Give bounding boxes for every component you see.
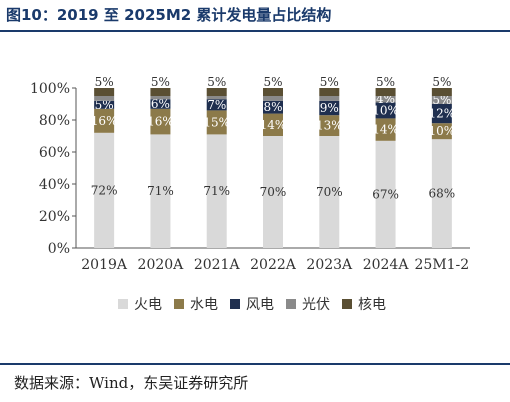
data-label: 5% bbox=[95, 98, 114, 112]
bar-segment bbox=[94, 100, 115, 109]
bar-segment bbox=[431, 123, 452, 140]
x-tick-label: 2022A bbox=[250, 257, 297, 273]
bar-segment bbox=[431, 88, 452, 96]
data-label: 8% bbox=[263, 100, 282, 114]
bar-segment bbox=[431, 104, 452, 124]
bar-segment bbox=[263, 88, 283, 96]
bar-segment bbox=[263, 100, 283, 114]
bar-segment bbox=[431, 139, 452, 248]
bar-segment bbox=[206, 134, 227, 248]
bar-segment bbox=[94, 88, 115, 96]
legend-label: 水电 bbox=[190, 297, 218, 313]
x-tick-label: 2020A bbox=[138, 257, 185, 273]
data-label: 72% bbox=[91, 183, 118, 197]
data-label: 5% bbox=[320, 75, 339, 89]
data-label: 5% bbox=[376, 75, 395, 89]
bar-segment bbox=[375, 96, 396, 103]
data-label: 70% bbox=[316, 185, 343, 199]
data-label: 10% bbox=[429, 124, 456, 138]
y-tick-label: 20% bbox=[39, 209, 70, 225]
bar-segment bbox=[375, 140, 396, 248]
y-tick-label: 0% bbox=[48, 241, 70, 257]
bar-segment bbox=[206, 96, 227, 100]
bar-segment bbox=[375, 118, 396, 141]
bar-segment bbox=[206, 110, 227, 135]
legend-label: 核电 bbox=[358, 297, 386, 313]
data-label: 5% bbox=[263, 75, 282, 89]
bar-segment bbox=[263, 113, 283, 136]
data-label: 71% bbox=[203, 184, 230, 198]
bar-segment bbox=[319, 96, 340, 101]
bar-segment bbox=[150, 134, 171, 248]
data-label: 9% bbox=[320, 101, 339, 115]
bar-segment bbox=[94, 96, 115, 101]
data-label: 5% bbox=[207, 75, 226, 89]
data-label: 67% bbox=[372, 187, 399, 201]
legend-swatch bbox=[174, 299, 184, 309]
y-tick-label: 100% bbox=[30, 81, 70, 97]
y-tick-label: 60% bbox=[39, 145, 70, 161]
data-label: 13% bbox=[316, 119, 343, 133]
bar-segment bbox=[150, 88, 171, 96]
bar-segment bbox=[94, 108, 115, 133]
bar-segment bbox=[319, 88, 340, 96]
footer-divider bbox=[0, 363, 510, 365]
data-label: 70% bbox=[260, 185, 287, 199]
bar-segment bbox=[263, 136, 283, 248]
bar-segment bbox=[150, 99, 171, 109]
legend-swatch bbox=[230, 299, 240, 309]
stacked-bar-chart: 0% 20% 40% 60% 80% 100% 72% 16% 5% 5% 2019A 71% 16% 6… bbox=[30, 75, 470, 313]
data-label: 5% bbox=[95, 75, 114, 89]
data-label: 10% bbox=[372, 103, 399, 117]
data-label: 14% bbox=[372, 123, 399, 137]
data-label: 12% bbox=[429, 107, 456, 121]
x-tick-label: 25M1-2 bbox=[415, 257, 470, 273]
data-label: 5% bbox=[432, 75, 451, 89]
bar-segment bbox=[319, 136, 340, 248]
data-label: 5% bbox=[151, 75, 170, 89]
legend-swatch bbox=[342, 299, 352, 309]
legend-label: 风电 bbox=[246, 297, 274, 313]
bar-segment bbox=[431, 96, 452, 104]
y-tick-label: 80% bbox=[39, 113, 70, 129]
title-divider bbox=[0, 30, 510, 32]
data-label: 15% bbox=[203, 115, 230, 129]
bar-segment bbox=[150, 108, 171, 135]
legend-swatch bbox=[118, 299, 128, 309]
x-tick-label: 2023A bbox=[306, 257, 353, 273]
legend-swatch bbox=[286, 299, 296, 309]
bar-segment bbox=[263, 96, 283, 101]
chart-title: 图10：2019 至 2025M2 累计发电量占比结构 bbox=[6, 6, 332, 24]
data-label: 7% bbox=[207, 98, 226, 112]
bar-segment bbox=[206, 99, 227, 111]
legend-label: 光伏 bbox=[302, 297, 330, 313]
bar-segment bbox=[319, 115, 340, 136]
y-tick-label: 40% bbox=[39, 177, 70, 193]
x-tick-label: 2019A bbox=[81, 257, 128, 273]
legend-label: 火电 bbox=[134, 297, 162, 313]
bar-segment bbox=[150, 96, 171, 100]
bar-segment bbox=[94, 132, 115, 248]
data-label: 68% bbox=[429, 187, 456, 201]
bar-segment bbox=[319, 100, 340, 116]
data-label: 16% bbox=[91, 114, 118, 128]
data-label: 6% bbox=[151, 97, 170, 111]
bar-segment bbox=[375, 102, 396, 119]
x-tick-label: 2024A bbox=[363, 257, 410, 273]
bar-segment bbox=[375, 88, 396, 96]
x-tick-label: 2021A bbox=[194, 257, 241, 273]
data-label: 71% bbox=[147, 184, 174, 198]
data-label: 16% bbox=[147, 115, 174, 129]
data-label: 14% bbox=[260, 118, 287, 132]
data-label: 5% bbox=[432, 93, 451, 107]
bar-segment bbox=[206, 88, 227, 96]
source-note: 数据来源：Wind，东吴证券研究所 bbox=[14, 374, 249, 392]
